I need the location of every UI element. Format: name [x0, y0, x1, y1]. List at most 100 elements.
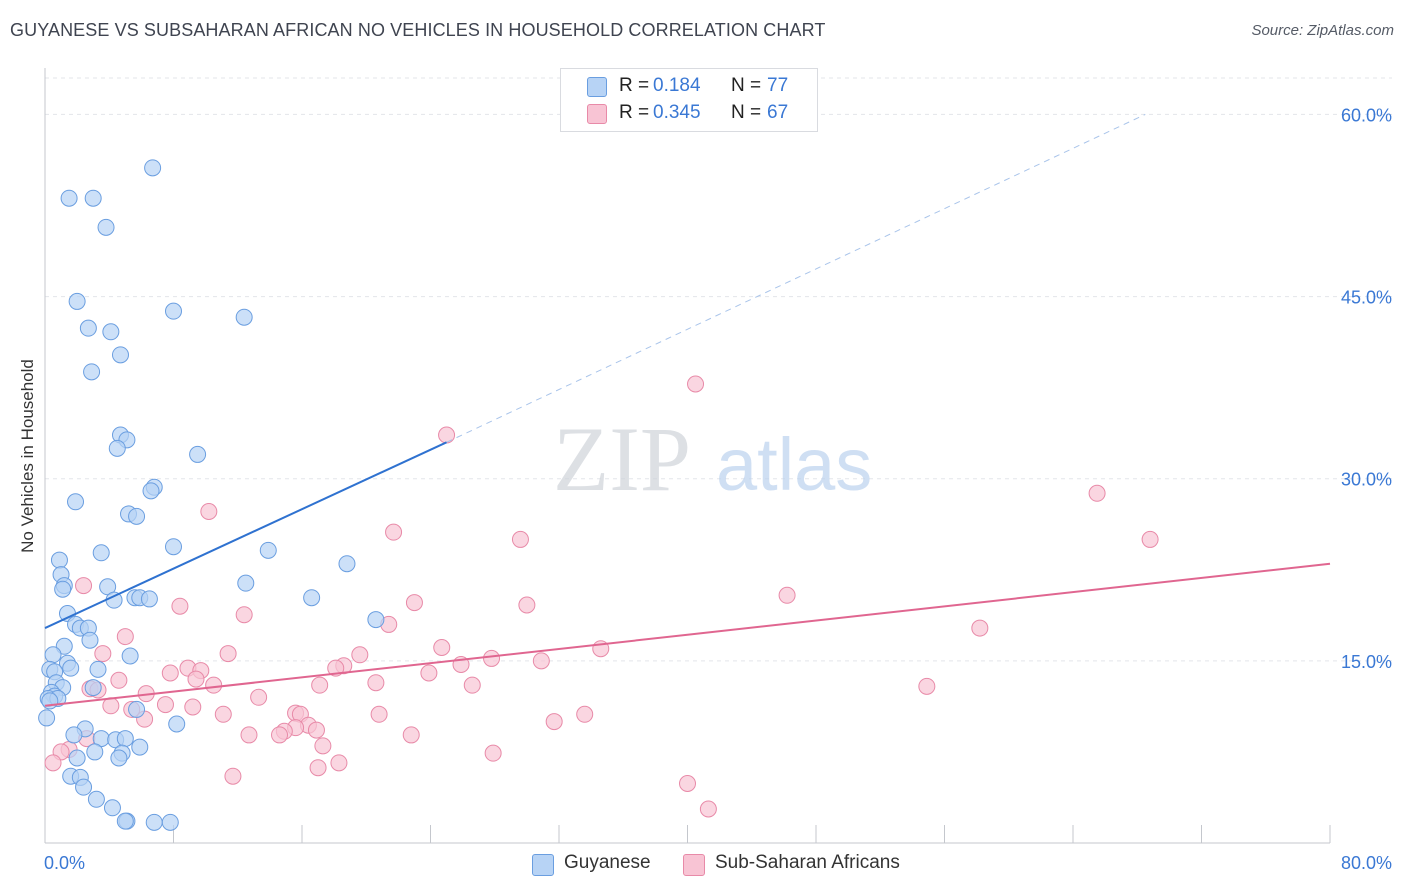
- guyanese-point: [75, 778, 93, 796]
- grid-lines: [45, 77, 1392, 662]
- guyanese-point: [87, 790, 105, 808]
- guyanese-point: [44, 646, 62, 664]
- y-tick-label: 60.0%: [1341, 105, 1392, 125]
- guyanese-point: [131, 738, 149, 756]
- y-axis-label: No Vehicles in Household: [18, 359, 37, 553]
- guyanese-point: [67, 493, 85, 511]
- ssa-point: [438, 426, 456, 444]
- guyanese-point: [145, 813, 163, 831]
- watermark-atlas: atlas: [716, 423, 872, 506]
- guyanese-point: [84, 679, 102, 697]
- y-tick-label: 15.0%: [1341, 652, 1392, 672]
- guyanese-point: [62, 659, 80, 677]
- guyanese-point: [83, 363, 101, 381]
- guyanese-point: [97, 218, 115, 236]
- ssa-point: [576, 705, 594, 723]
- legend-label-guyanese: Guyanese: [564, 852, 651, 873]
- ssa-point: [420, 664, 438, 682]
- guyanese-point: [168, 715, 186, 733]
- ssa-point: [971, 619, 989, 637]
- ssa-point: [367, 674, 385, 692]
- guyanese-point: [128, 700, 146, 718]
- guyanese-point: [65, 726, 83, 744]
- guyanese-point: [81, 631, 99, 649]
- guyanese-point: [50, 551, 68, 569]
- guyanese-point: [92, 544, 110, 562]
- guyanese-point: [165, 538, 182, 556]
- guyanese-point: [235, 308, 253, 326]
- source-label: Source: ZipAtlas.com: [1251, 22, 1394, 39]
- x-tick-label: 80.0%: [1341, 853, 1392, 873]
- x-tick-label: 0.0%: [44, 853, 85, 873]
- y-tick-label: 30.0%: [1341, 470, 1392, 490]
- legend-label-ssa: Sub-Saharan Africans: [715, 852, 900, 873]
- ssa-point: [161, 664, 179, 682]
- ssa-point: [699, 800, 717, 818]
- guyanese-point: [303, 589, 321, 607]
- guyanese-point: [142, 482, 160, 500]
- ssa-point: [1141, 530, 1159, 548]
- guyanese-point: [102, 323, 120, 341]
- guyanese-point: [86, 743, 104, 761]
- ssa-point: [75, 577, 93, 595]
- guyanese-point: [189, 445, 207, 463]
- guyanese-point: [110, 749, 128, 767]
- r-value: 0.184: [653, 75, 701, 96]
- guyanese-point: [121, 647, 139, 665]
- ssa-point: [110, 671, 128, 689]
- guyanese-point: [338, 555, 356, 573]
- guyanese-point: [79, 319, 97, 337]
- guyanese-swatch: [532, 854, 554, 876]
- chart-title: GUYANESE VS SUBSAHARAN AFRICAN NO VEHICL…: [10, 20, 826, 40]
- ssa-point: [351, 646, 369, 664]
- guyanese-point: [116, 730, 134, 748]
- n-value: 77: [767, 75, 789, 96]
- ssa-point: [402, 726, 420, 744]
- guyanese-point: [41, 692, 59, 710]
- guyanese-point: [140, 590, 158, 608]
- trend-lines: [44, 113, 1331, 707]
- ssa-point: [240, 726, 258, 744]
- series-legend: Guyanese Sub-Saharan Africans: [0, 852, 1406, 878]
- n-label: N =: [731, 102, 762, 123]
- ssa-point: [679, 775, 696, 792]
- guyanese-point: [68, 749, 86, 767]
- watermark: ZIP atlas: [553, 408, 872, 510]
- guyanese-point: [84, 189, 102, 207]
- guyanese-swatch: [587, 77, 607, 97]
- guyanese-point: [128, 507, 146, 525]
- n-label: N =: [731, 75, 762, 96]
- ssa-point: [214, 705, 232, 723]
- ssa-point: [116, 628, 134, 646]
- ssa-point: [532, 652, 550, 670]
- ssa-point: [156, 696, 174, 714]
- guyanese-point: [68, 292, 86, 310]
- guyanese-point: [108, 439, 126, 457]
- ssa-point: [545, 713, 563, 731]
- ssa-point: [224, 767, 242, 785]
- guyanese-trend-extension: [446, 113, 1146, 443]
- ssa-point: [405, 594, 423, 612]
- ssa-point: [271, 726, 289, 744]
- data-points: [38, 159, 1159, 831]
- ssa-point: [463, 676, 481, 694]
- guyanese-point: [165, 302, 182, 320]
- ssa-point: [484, 744, 502, 762]
- guyanese-point: [367, 611, 385, 629]
- tick-labels: 15.0% 30.0% 45.0% 60.0% 0.0% 80.0%: [44, 105, 1392, 873]
- ssa-point: [102, 697, 120, 715]
- guyanese-point: [54, 580, 72, 598]
- ssa-point: [309, 759, 327, 777]
- ssa-swatch: [683, 854, 705, 876]
- ssa-point: [171, 597, 189, 615]
- ssa-point: [778, 586, 796, 604]
- stats-legend: R = 0.184 N = 77 R = 0.345 N = 67: [560, 68, 818, 132]
- r-label: R =: [619, 75, 650, 96]
- ssa-point: [250, 688, 268, 706]
- guyanese-point: [55, 637, 73, 655]
- ssa-point: [918, 677, 936, 695]
- r-value: 0.345: [653, 102, 701, 123]
- ssa-point: [307, 721, 325, 739]
- ssa-point: [187, 670, 205, 688]
